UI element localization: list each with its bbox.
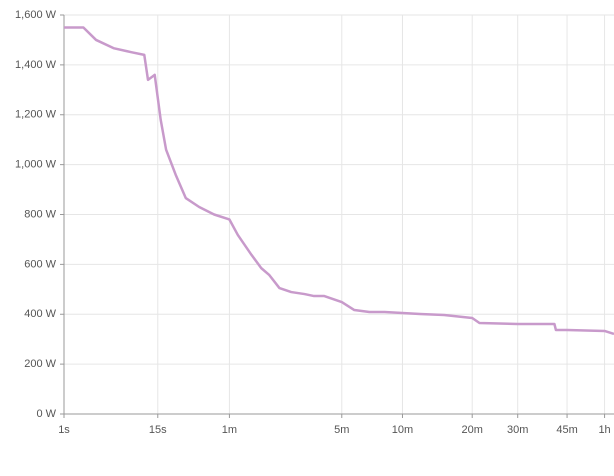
y-tick-label: 1,400 W [15, 59, 57, 71]
x-tick-label: 1m [222, 424, 237, 436]
y-tick-label: 200 W [24, 358, 56, 370]
x-tick-label: 5m [334, 424, 349, 436]
y-tick-label: 1,000 W [15, 159, 57, 171]
x-tick-label: 15s [149, 424, 167, 436]
x-tick-label: 30m [507, 424, 528, 436]
y-tick-label: 400 W [24, 308, 56, 320]
x-tick-label: 45m [556, 424, 577, 436]
x-tick-label: 20m [462, 424, 483, 436]
x-tick-label: 1s [58, 424, 70, 436]
x-tick-label: 1h [598, 424, 610, 436]
y-tick-label: 800 W [24, 208, 56, 220]
y-tick-label: 1,200 W [15, 109, 57, 121]
y-tick-label: 600 W [24, 258, 56, 270]
x-tick-label: 10m [392, 424, 413, 436]
y-tick-label: 1,600 W [15, 9, 57, 21]
power-line [64, 26, 614, 336]
y-tick-label: 0 W [36, 408, 56, 420]
